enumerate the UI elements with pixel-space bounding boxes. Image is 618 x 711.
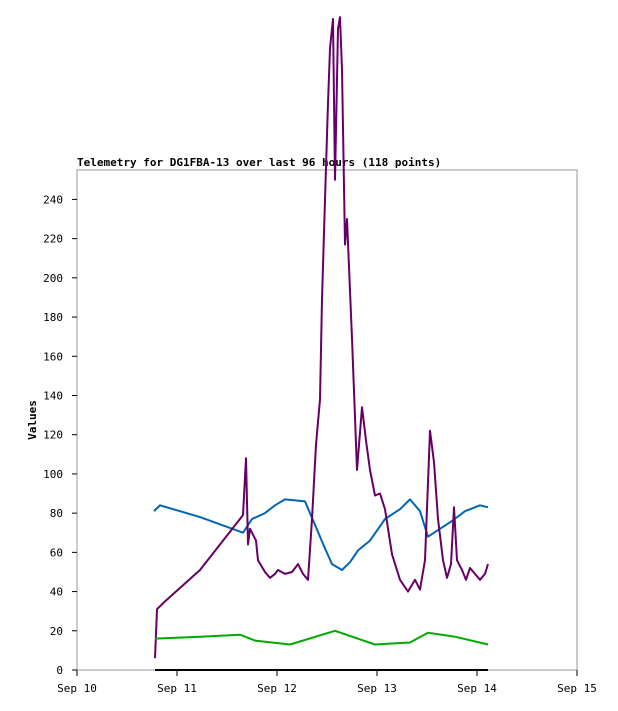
y-tick-label: 220: [43, 233, 63, 246]
y-tick-label: 60: [50, 546, 63, 559]
x-tick-label: Sep 15: [557, 682, 597, 695]
y-tick-label: 20: [50, 625, 63, 638]
series-line: [154, 629, 489, 646]
y-tick-label: 0: [56, 664, 63, 677]
y-tick-label: 200: [43, 272, 63, 285]
y-tick-label: 160: [43, 350, 63, 363]
x-tick-label: Sep 12: [257, 682, 297, 695]
y-tick-label: 80: [50, 507, 63, 520]
y-tick-label: 180: [43, 311, 63, 324]
x-tick-label: Sep 13: [357, 682, 397, 695]
y-tick-label: 240: [43, 193, 63, 206]
x-tick-label: Sep 11: [157, 682, 197, 695]
plot-frame: [76, 169, 578, 671]
x-tick-label: Sep 14: [457, 682, 497, 695]
y-tick-label: 140: [43, 389, 63, 402]
y-tick-label: 100: [43, 468, 63, 481]
y-axis-label: Values: [26, 400, 39, 440]
x-tick-label: Sep 10: [57, 682, 97, 695]
chart-title: Telemetry for DG1FBA-13 over last 96 hou…: [77, 156, 441, 169]
series-line: [153, 498, 489, 571]
y-tick-label: 120: [43, 429, 63, 442]
series-line: [154, 16, 489, 659]
y-tick-label: 40: [50, 586, 63, 599]
